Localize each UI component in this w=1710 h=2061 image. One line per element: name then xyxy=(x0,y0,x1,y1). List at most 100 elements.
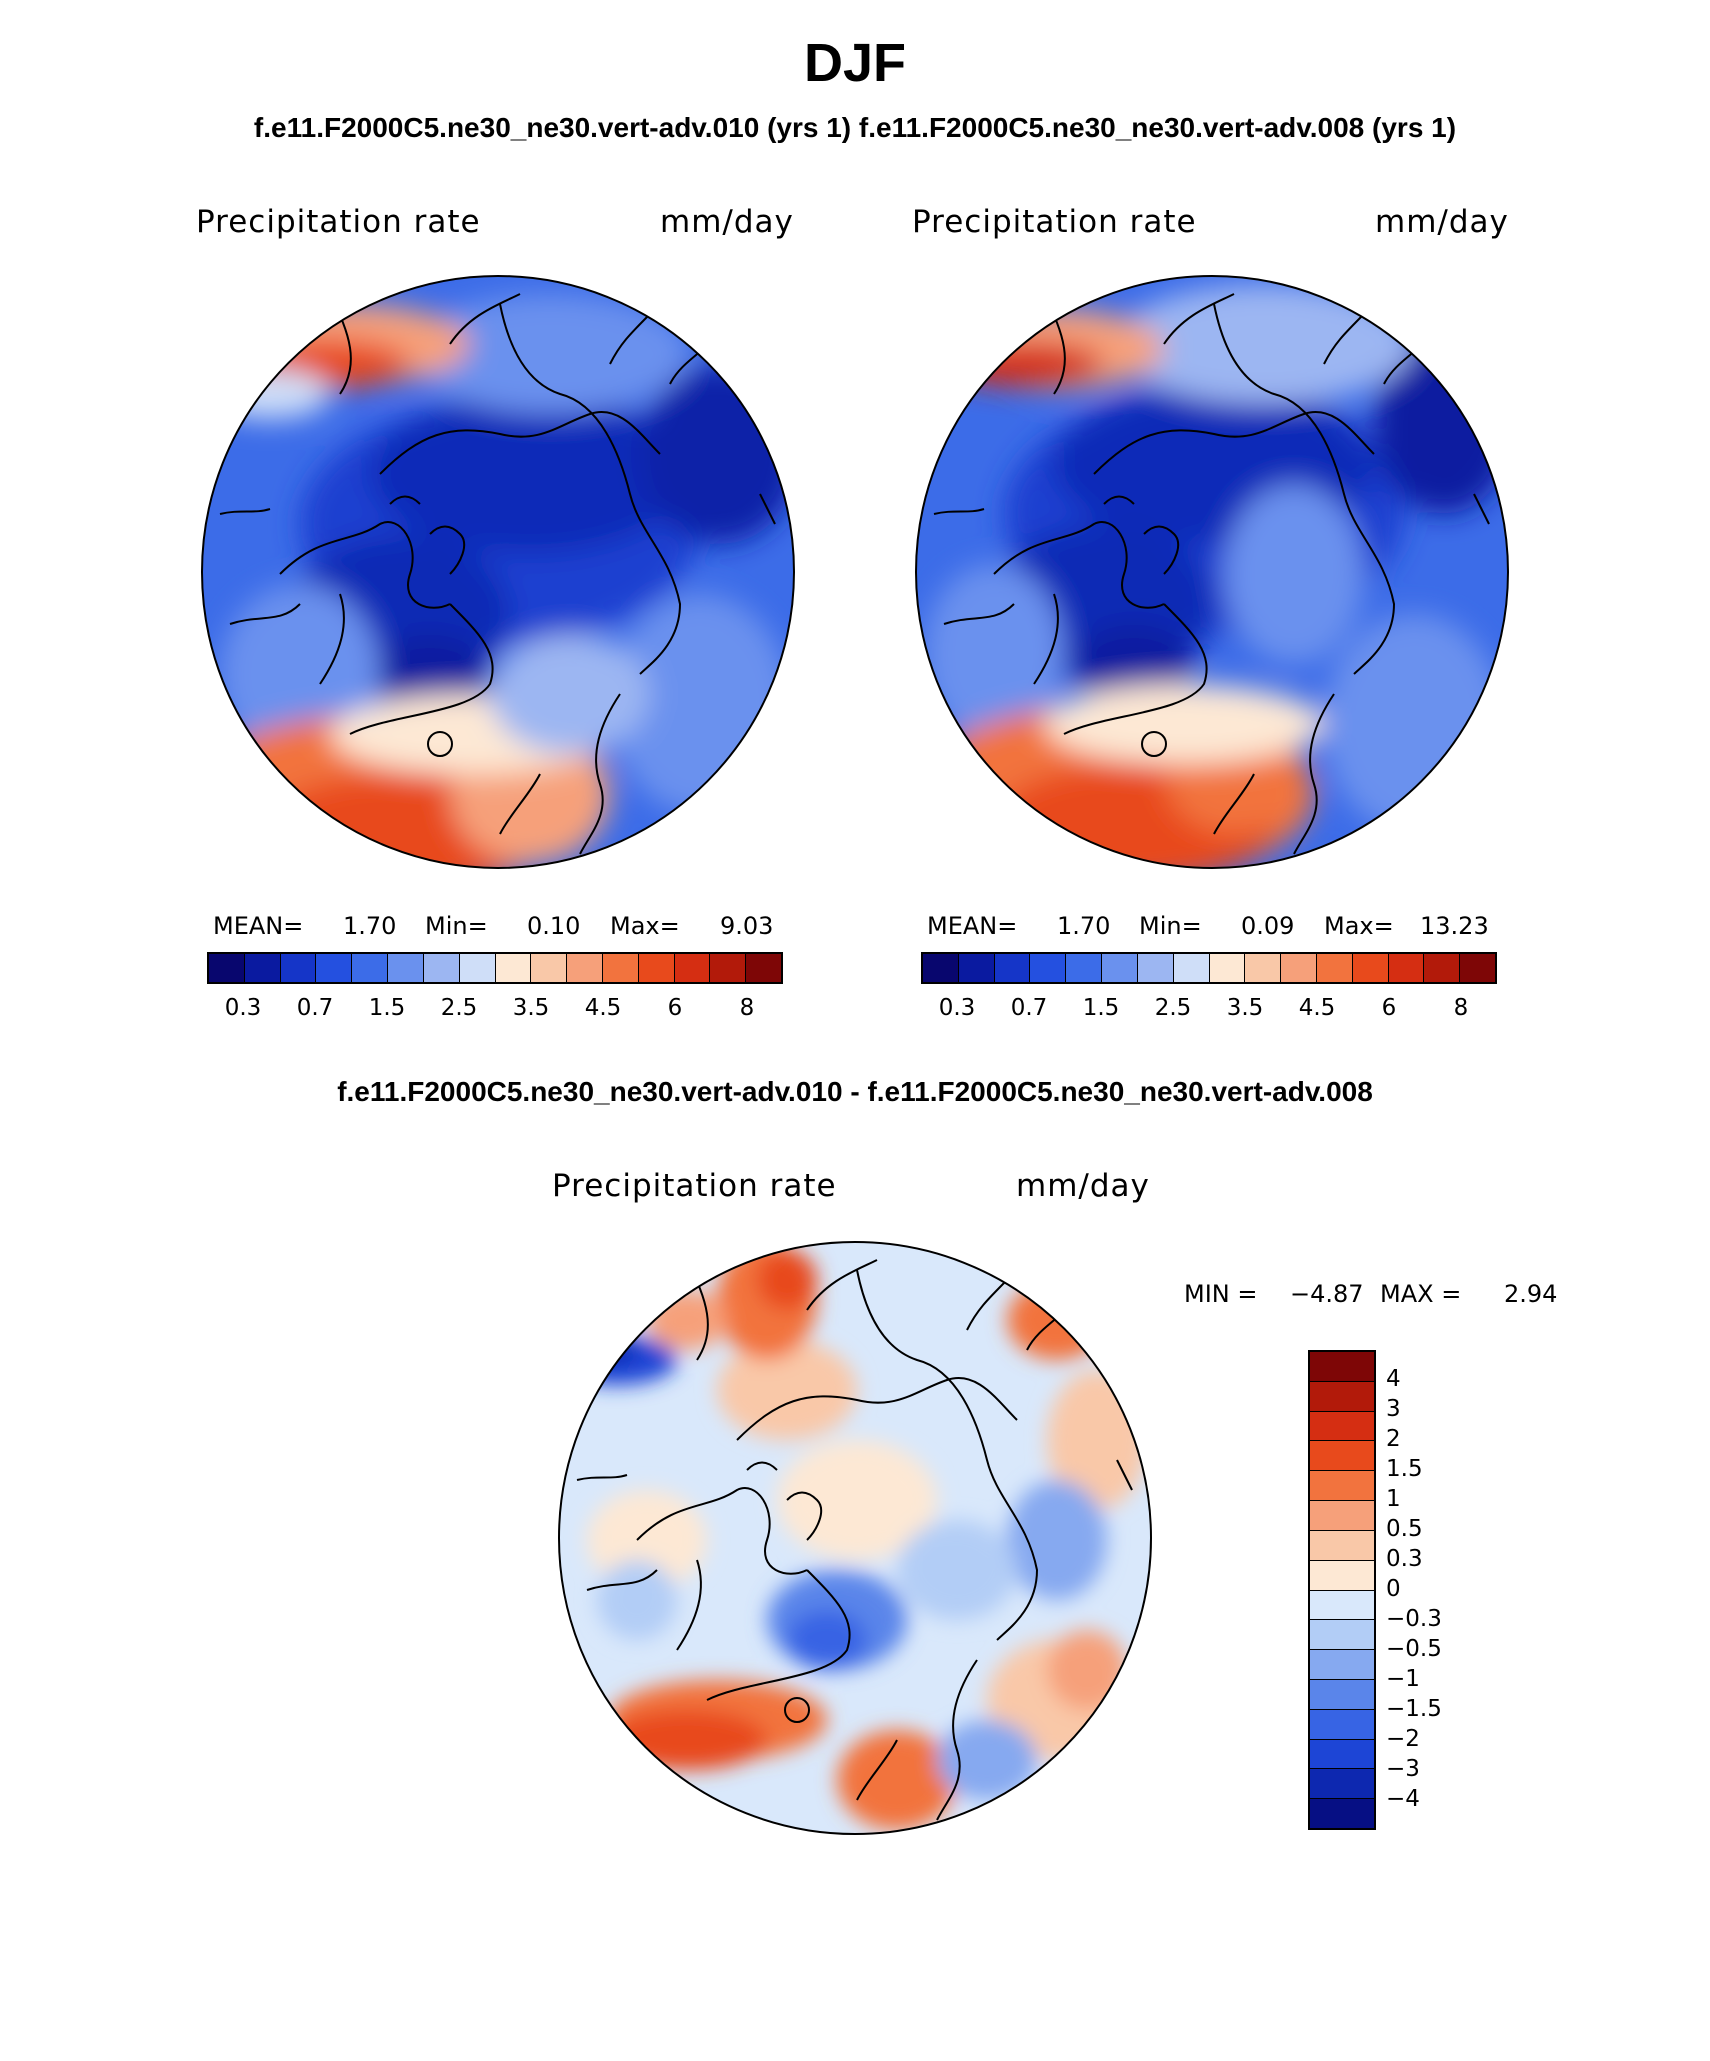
colorbar-diff-swatch xyxy=(1310,1560,1374,1591)
colorbar-a-swatch xyxy=(531,954,568,982)
colorbar-b-swatch xyxy=(1173,954,1210,982)
diff-min: −4.87 xyxy=(1290,1280,1364,1308)
colorbar-b-tick-label: 2.5 xyxy=(1154,995,1192,1021)
colorbar-diff-tick-label: −4 xyxy=(1386,1786,1420,1812)
colorbar-a-swatch xyxy=(280,954,317,982)
colorbar-a-tick-label: 0.3 xyxy=(224,995,262,1021)
colorbar-b-swatch xyxy=(1388,954,1425,982)
colorbar-diff-tick-label: −2 xyxy=(1386,1726,1420,1752)
colorbar-diff-swatch xyxy=(1310,1620,1374,1651)
colorbar-a-swatch xyxy=(638,954,675,982)
colorbar-b-labels: 0.3 0.7 1.5 2.5 3.5 4.5 6 8 xyxy=(921,995,1497,1025)
panel-a-units: mm/day xyxy=(660,204,794,240)
panel-b-min-label: Min= xyxy=(1139,912,1202,940)
colorbar-diff-tick-label: 0.3 xyxy=(1386,1546,1423,1572)
map-b xyxy=(915,275,1509,869)
colorbar-b-swatch xyxy=(1424,954,1461,982)
panels-header: f.e11.F2000C5.ne30_ne30.vert-adv.010 (yr… xyxy=(253,112,1457,143)
diff-max-label: MAX = xyxy=(1380,1280,1462,1308)
colorbar-b-tick-label: 0.7 xyxy=(1010,995,1048,1021)
panel-a-max-label: Max= xyxy=(610,912,680,940)
colorbar-diff-tick-label: 4 xyxy=(1386,1366,1401,1392)
colorbar-a-swatch xyxy=(746,954,781,982)
colorbar-diff-tick-label: −0.5 xyxy=(1386,1636,1442,1662)
colorbar-diff-tick-label: 0 xyxy=(1386,1576,1401,1602)
colorbar-diff-tick-label: 1.5 xyxy=(1386,1456,1423,1482)
colorbar-diff-swatch xyxy=(1310,1799,1374,1828)
colorbar-a-swatch xyxy=(209,954,245,982)
colorbar-a-tick-label: 8 xyxy=(739,995,755,1021)
colorbar-a-swatch xyxy=(316,954,353,982)
diff-max: 2.94 xyxy=(1504,1280,1558,1308)
colorbar-diff-tick-label: 0.5 xyxy=(1386,1516,1423,1542)
colorbar-b-swatch xyxy=(1066,954,1103,982)
colorbar-diff xyxy=(1308,1350,1376,1830)
panel-b-mean-label: MEAN= xyxy=(927,912,1018,940)
colorbar-diff-swatch xyxy=(1310,1590,1374,1621)
colorbar-diff-tick-label: −3 xyxy=(1386,1756,1420,1782)
diff-units: mm/day xyxy=(1016,1168,1150,1204)
colorbar-diff-swatch xyxy=(1310,1381,1374,1412)
colorbar-diff-tick-label: −1 xyxy=(1386,1666,1420,1692)
colorbar-b-swatch xyxy=(923,954,959,982)
colorbar-a-swatch xyxy=(710,954,747,982)
colorbar-diff-swatch xyxy=(1310,1411,1374,1442)
figure-title: DJF xyxy=(803,33,906,93)
colorbar-a-tick-label: 3.5 xyxy=(512,995,550,1021)
colorbar-b-swatch xyxy=(1316,954,1353,982)
colorbar-b-swatch xyxy=(1030,954,1067,982)
colorbar-diff-tick-label: 3 xyxy=(1386,1396,1401,1422)
colorbar-b xyxy=(921,952,1497,984)
map-diff xyxy=(558,1241,1152,1835)
colorbar-a-swatch xyxy=(244,954,281,982)
colorbar-diff-swatch xyxy=(1310,1709,1374,1740)
colorbar-a-swatch xyxy=(674,954,711,982)
colorbar-b-swatch xyxy=(1137,954,1174,982)
colorbar-diff-swatch xyxy=(1310,1471,1374,1502)
colorbar-a-tick-label: 6 xyxy=(667,995,683,1021)
colorbar-diff-tick-label: −0.3 xyxy=(1386,1606,1442,1632)
colorbar-diff-tick-label: 1 xyxy=(1386,1486,1401,1512)
colorbar-a-swatch xyxy=(567,954,603,982)
colorbar-diff-labels: 4 3 2 1.5 1 0.5 0.3 0 −0.3 −0.5 −1 −1.5 −2 −3 −4 xyxy=(1386,1350,1466,1830)
colorbar-a xyxy=(207,952,783,984)
colorbar-diff-swatch xyxy=(1310,1769,1374,1800)
colorbar-diff-swatch xyxy=(1310,1441,1374,1472)
map-a xyxy=(201,275,795,869)
colorbar-diff-swatch xyxy=(1310,1650,1374,1680)
colorbar-diff-tick-label: −1.5 xyxy=(1386,1696,1442,1722)
panel-b-max: 13.23 xyxy=(1420,912,1489,940)
colorbar-b-tick-label: 1.5 xyxy=(1082,995,1120,1021)
colorbar-a-swatch xyxy=(459,954,496,982)
colorbar-b-tick-label: 0.3 xyxy=(938,995,976,1021)
diff-header: f.e11.F2000C5.ne30_ne30.vert-adv.010 - f… xyxy=(337,1076,1373,1107)
diff-field: Precipitation rate xyxy=(552,1168,837,1204)
panel-b-units: mm/day xyxy=(1375,204,1509,240)
colorbar-a-swatch xyxy=(388,954,424,982)
colorbar-a-labels: 0.3 0.7 1.5 2.5 3.5 4.5 6 8 xyxy=(207,995,783,1025)
panel-b-max-label: Max= xyxy=(1324,912,1394,940)
colorbar-b-swatch xyxy=(1209,954,1246,982)
panel-a-field: Precipitation rate xyxy=(196,204,481,240)
colorbar-a-tick-label: 2.5 xyxy=(440,995,478,1021)
panel-b-min: 0.09 xyxy=(1241,912,1295,940)
colorbar-diff-tick-label: 2 xyxy=(1386,1426,1401,1452)
colorbar-b-tick-label: 8 xyxy=(1453,995,1469,1021)
colorbar-b-swatch xyxy=(1281,954,1317,982)
colorbar-b-tick-label: 6 xyxy=(1381,995,1397,1021)
colorbar-a-tick-label: 4.5 xyxy=(584,995,622,1021)
panel-a-min: 0.10 xyxy=(527,912,581,940)
panel-b-mean: 1.70 xyxy=(1057,912,1111,940)
colorbar-a-swatch xyxy=(352,954,389,982)
colorbar-a-tick-label: 0.7 xyxy=(296,995,334,1021)
diff-min-label: MIN = xyxy=(1184,1280,1258,1308)
panel-a-min-label: Min= xyxy=(425,912,488,940)
colorbar-diff-swatch xyxy=(1310,1739,1374,1770)
colorbar-diff-swatch xyxy=(1310,1679,1374,1710)
colorbar-b-tick-label: 4.5 xyxy=(1298,995,1336,1021)
colorbar-diff-swatch xyxy=(1310,1501,1374,1531)
colorbar-b-swatch xyxy=(1102,954,1138,982)
colorbar-a-swatch xyxy=(495,954,532,982)
colorbar-b-swatch xyxy=(1460,954,1495,982)
colorbar-b-swatch xyxy=(1352,954,1389,982)
